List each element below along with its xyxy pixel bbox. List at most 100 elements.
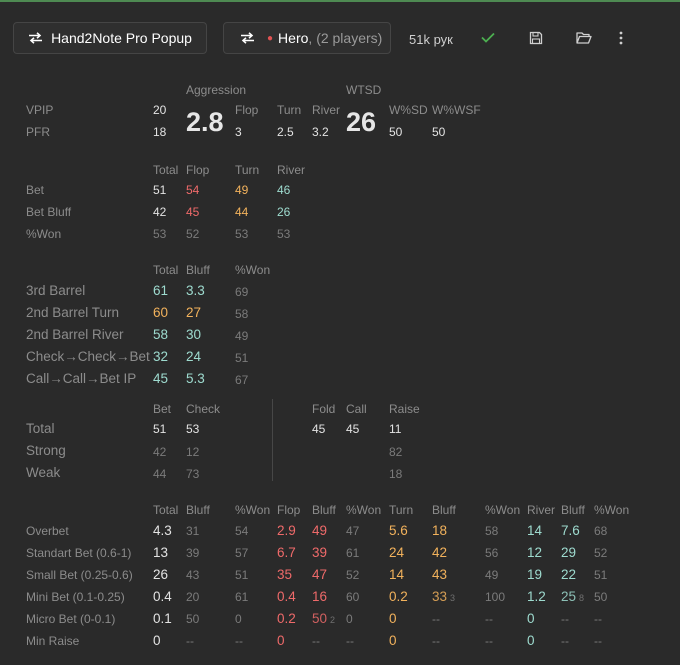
sizing-cell[interactable]: --: [235, 634, 243, 648]
sizing-cell[interactable]: 0: [527, 633, 535, 648]
sizing-cell[interactable]: 14: [389, 567, 405, 582]
sizing-cell[interactable]: --: [432, 634, 440, 648]
sizing-cell[interactable]: 25 8: [561, 589, 585, 604]
sizing-cell[interactable]: 16: [312, 589, 328, 604]
strength-check[interactable]: 73: [186, 467, 200, 481]
sizing-cell[interactable]: 52: [594, 546, 608, 560]
sizing-cell[interactable]: --: [485, 634, 493, 648]
sizing-cell[interactable]: 2.9: [277, 523, 296, 538]
sizing-cell[interactable]: 0.2: [277, 611, 296, 626]
sizing-cell[interactable]: 0: [277, 633, 285, 648]
sizing-cell[interactable]: 0.4: [153, 589, 172, 604]
sizing-cell[interactable]: --: [432, 612, 440, 626]
sizing-cell[interactable]: 57: [235, 546, 249, 560]
bet-won-river[interactable]: 53: [277, 227, 291, 241]
strength-raise[interactable]: 82: [389, 445, 403, 459]
sizing-cell[interactable]: 54: [235, 524, 249, 538]
sizing-cell[interactable]: 4.3: [153, 523, 172, 538]
strength-check[interactable]: 12: [186, 445, 200, 459]
barrel-total[interactable]: 32: [153, 349, 169, 364]
sizing-cell[interactable]: 0.4: [277, 589, 296, 604]
aggression-value[interactable]: 2.8: [186, 107, 224, 137]
sizing-cell[interactable]: 50: [186, 612, 200, 626]
bet-bluff-total[interactable]: 42: [153, 205, 167, 219]
sizing-cell[interactable]: 58: [485, 524, 499, 538]
sizing-cell[interactable]: --: [346, 634, 354, 648]
strength-fold[interactable]: 45: [312, 422, 326, 436]
bet-won-total[interactable]: 53: [153, 227, 167, 241]
agg-turn-value[interactable]: 2.5: [277, 125, 294, 139]
bet-won-turn[interactable]: 53: [235, 227, 249, 241]
sizing-cell[interactable]: 0: [389, 611, 397, 626]
sizing-cell[interactable]: 52: [346, 568, 360, 582]
wtsd-value[interactable]: 26: [346, 107, 377, 137]
sizing-cell[interactable]: 60: [346, 590, 360, 604]
sizing-cell[interactable]: 29: [561, 545, 577, 560]
strength-raise[interactable]: 18: [389, 467, 403, 481]
barrel-won[interactable]: 51: [235, 351, 249, 365]
wwsf-value[interactable]: 50: [432, 125, 446, 139]
strength-bet[interactable]: 42: [153, 445, 167, 459]
barrel-won[interactable]: 49: [235, 329, 249, 343]
sizing-cell[interactable]: 68: [594, 524, 608, 538]
sizing-cell[interactable]: 0.2: [389, 589, 408, 604]
sizing-cell[interactable]: 26: [153, 567, 169, 582]
sizing-cell[interactable]: 47: [312, 567, 328, 582]
sizing-cell[interactable]: 1.2: [527, 589, 546, 604]
agg-river-value[interactable]: 3.2: [312, 125, 329, 139]
folder-open-icon[interactable]: [576, 32, 592, 44]
sizing-cell[interactable]: 13: [153, 545, 169, 560]
sizing-cell[interactable]: 19: [527, 567, 543, 582]
barrel-total[interactable]: 58: [153, 327, 169, 342]
sizing-cell[interactable]: 31: [186, 524, 200, 538]
bet-won-flop[interactable]: 52: [186, 227, 200, 241]
barrel-total[interactable]: 45: [153, 371, 169, 386]
sizing-cell[interactable]: 47: [346, 524, 360, 538]
sizing-cell[interactable]: 50 2: [312, 611, 336, 626]
sizing-cell[interactable]: 5.6: [389, 523, 408, 538]
strength-raise[interactable]: 11: [389, 422, 402, 436]
sizing-cell[interactable]: 39: [312, 545, 328, 560]
barrel-bluff[interactable]: 24: [186, 349, 202, 364]
sizing-cell[interactable]: 0: [235, 612, 242, 626]
sizing-cell[interactable]: 0.1: [153, 611, 172, 626]
bet-total[interactable]: 51: [153, 183, 167, 197]
more-vertical-icon[interactable]: [619, 31, 623, 45]
barrel-won[interactable]: 69: [235, 285, 249, 299]
sizing-cell[interactable]: 0: [527, 611, 535, 626]
barrel-total[interactable]: 60: [153, 305, 169, 320]
sizing-cell[interactable]: --: [312, 634, 320, 648]
sizing-cell[interactable]: 35: [277, 567, 293, 582]
sizing-cell[interactable]: --: [594, 634, 602, 648]
sizing-cell[interactable]: 24: [389, 545, 405, 560]
player-selector-button[interactable]: ● Hero, (2 players): [223, 22, 391, 54]
strength-bet[interactable]: 51: [153, 422, 167, 436]
sizing-cell[interactable]: 0: [346, 612, 353, 626]
sizing-cell[interactable]: --: [594, 612, 602, 626]
agg-flop-value[interactable]: 3: [235, 125, 242, 139]
bet-bluff-flop[interactable]: 45: [186, 205, 200, 219]
sizing-cell[interactable]: 49: [485, 568, 499, 582]
vpip-value[interactable]: 20: [153, 103, 167, 117]
sizing-cell[interactable]: 49: [312, 523, 328, 538]
strength-bet[interactable]: 44: [153, 467, 167, 481]
barrel-bluff[interactable]: 3.3: [186, 283, 205, 298]
barrel-won[interactable]: 58: [235, 307, 249, 321]
sizing-cell[interactable]: 33 3: [432, 589, 456, 604]
sizing-cell[interactable]: --: [561, 634, 569, 648]
sizing-cell[interactable]: 22: [561, 567, 577, 582]
sizing-cell[interactable]: 51: [235, 568, 249, 582]
strength-check[interactable]: 53: [186, 422, 200, 436]
bet-turn[interactable]: 49: [235, 183, 249, 197]
sizing-cell[interactable]: 14: [527, 523, 543, 538]
sizing-cell[interactable]: --: [561, 612, 569, 626]
sizing-cell[interactable]: 6.7: [277, 545, 296, 560]
bet-bluff-river[interactable]: 26: [277, 205, 291, 219]
barrel-bluff[interactable]: 27: [186, 305, 202, 320]
bet-river[interactable]: 46: [277, 183, 291, 197]
sizing-cell[interactable]: 43: [186, 568, 200, 582]
barrel-total[interactable]: 61: [153, 283, 169, 298]
barrel-won[interactable]: 67: [235, 373, 249, 387]
sizing-cell[interactable]: 56: [485, 546, 499, 560]
sizing-cell[interactable]: 42: [432, 545, 448, 560]
